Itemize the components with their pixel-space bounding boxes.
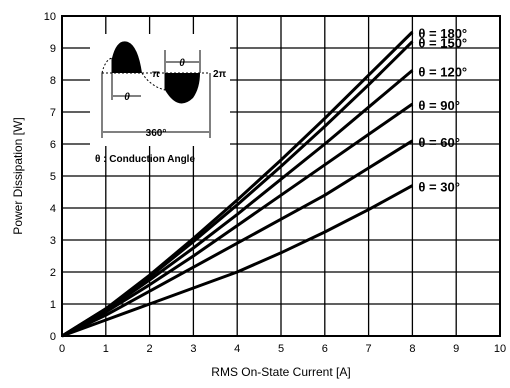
x-tick-label: 8 [409, 343, 415, 355]
y-tick-label: 4 [50, 203, 56, 215]
y-tick-label: 7 [50, 107, 56, 119]
negative-half-wave [165, 73, 200, 104]
x-tick-label: 2 [147, 343, 153, 355]
series-label: θ = 180° [418, 26, 467, 41]
inset-two-pi-label: 2π [213, 69, 227, 80]
x-tick-label: 6 [322, 343, 328, 355]
inset-theta-top: θ [179, 58, 185, 69]
series-label: θ = 90° [418, 98, 460, 113]
y-tick-label: 2 [50, 267, 56, 279]
series-line [61, 69, 414, 338]
series-label: θ = 30° [418, 180, 460, 195]
plot-frame [61, 15, 501, 337]
inset-period-label: 360° [146, 128, 167, 139]
series-label: θ = 150° [418, 36, 467, 51]
x-tick-label: 5 [278, 343, 284, 355]
y-tick-label: 3 [50, 235, 56, 247]
x-tick-label: 7 [366, 343, 372, 355]
grid [62, 16, 500, 336]
y-tick-label: 1 [50, 299, 56, 311]
y-tick-label: 8 [50, 75, 56, 87]
inset-pi-label: π [152, 69, 160, 80]
inset-caption: θ : Conduction Angle [95, 154, 195, 165]
inset-background [90, 34, 230, 146]
waveform-inset: θ θ π 2π 360° θ : Conduction Angle [90, 34, 230, 165]
x-tick-label: 4 [234, 343, 240, 355]
y-tick-label: 10 [44, 11, 56, 23]
x-tick-label: 0 [59, 343, 65, 355]
series-label: θ = 120° [418, 64, 467, 79]
series-line [61, 40, 414, 338]
inset-theta-bottom: θ [124, 92, 130, 103]
y-tick-label: 5 [50, 171, 56, 183]
series-labels: θ = 180°θ = 150° θ = 120° θ = 90° θ = 60° θ … [418, 26, 467, 195]
series-label: θ = 60° [418, 135, 460, 150]
tick-labels: 0 1 2 3 4 5 6 7 8 9 10 0 1 2 3 4 5 6 7 8 9 10 [44, 11, 506, 355]
series-lines [61, 30, 414, 338]
positive-half-wave [112, 41, 142, 73]
series-line [61, 102, 414, 338]
y-axis-title: Power Dissipation [W] [11, 117, 25, 234]
y-tick-label: 6 [50, 139, 56, 151]
x-tick-label: 3 [190, 343, 196, 355]
x-axis-title: RMS On-State Current [A] [211, 365, 350, 379]
series-line [61, 184, 414, 338]
y-tick-label: 9 [50, 43, 56, 55]
positive-wave-dashed [101, 57, 113, 74]
x-tick-label: 9 [453, 343, 459, 355]
series-line [61, 139, 414, 338]
x-tick-label: 1 [103, 343, 109, 355]
x-tick-label: 10 [494, 343, 506, 355]
y-tick-label: 0 [50, 331, 56, 343]
